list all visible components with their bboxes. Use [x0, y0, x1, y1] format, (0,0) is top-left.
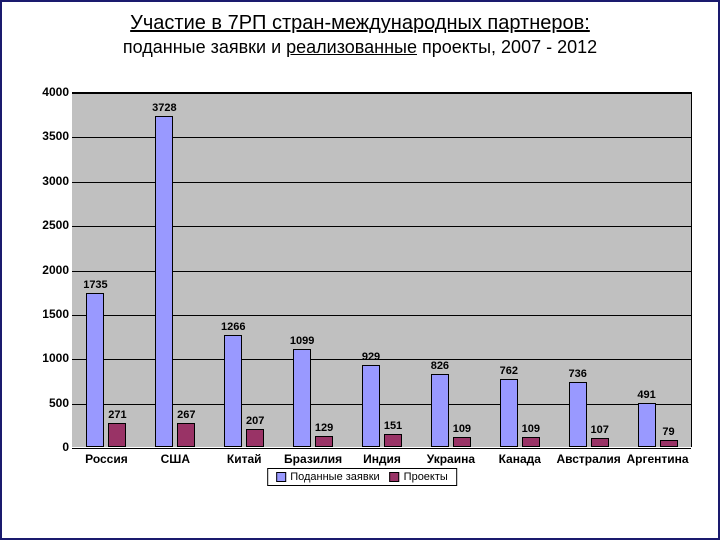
bar-projects: [660, 440, 678, 447]
swatch-icon: [276, 472, 286, 482]
x-category-label: Канада: [499, 452, 541, 466]
chart: 05001000150020002500300035004000 1735271…: [27, 92, 697, 492]
bar-applications: [155, 116, 173, 447]
bar-value-label: 1099: [290, 335, 314, 347]
y-tick-label: 0: [29, 440, 69, 454]
bar-projects: [591, 438, 609, 447]
bar-applications: [362, 365, 380, 447]
slide-frame: Участие в 7РП стран-международных партне…: [0, 0, 720, 540]
x-category-label: Китай: [227, 452, 262, 466]
x-category-label: США: [161, 452, 190, 466]
y-tick-label: 1500: [29, 307, 69, 321]
bar-value-label: 129: [315, 422, 333, 434]
legend-item-applications: Поданные заявки: [276, 471, 379, 483]
bar-value-label: 107: [590, 424, 608, 436]
y-tick-label: 2500: [29, 218, 69, 232]
bar-value-label: 207: [246, 415, 264, 427]
y-tick-label: 1000: [29, 351, 69, 365]
bar-projects: [453, 437, 471, 447]
bars-layer: 1735 271 3728 267 1266 207 1099 129 929 151 826 109…: [72, 92, 692, 447]
bar-projects: [384, 434, 402, 447]
legend: Поданные заявки Проекты: [267, 468, 457, 486]
bar-projects: [315, 436, 333, 447]
title-sub: поданные заявки и реализованные проекты,…: [22, 37, 698, 58]
bar-value-label: 267: [177, 409, 195, 421]
bar-value-label: 1735: [83, 279, 107, 291]
bar-value-label: 736: [568, 368, 586, 380]
bar-value-label: 3728: [152, 102, 176, 114]
x-category-label: Бразилия: [284, 452, 342, 466]
bar-value-label: 109: [522, 423, 540, 435]
title-sub-underlined: реализованные: [286, 37, 417, 57]
bar-applications: [500, 379, 518, 447]
bar-projects: [246, 429, 264, 447]
bar-projects: [177, 423, 195, 447]
title-sub-prefix: поданные заявки и: [123, 37, 286, 57]
y-tick-label: 2000: [29, 263, 69, 277]
bar-value-label: 491: [637, 389, 655, 401]
x-category-label: Украина: [427, 452, 475, 466]
bar-applications: [293, 349, 311, 447]
bar-value-label: 271: [108, 409, 126, 421]
bar-value-label: 109: [453, 423, 471, 435]
x-category-label: Австралия: [557, 452, 621, 466]
bar-value-label: 929: [362, 351, 380, 363]
y-tick-label: 500: [29, 396, 69, 410]
swatch-icon: [390, 472, 400, 482]
bar-projects: [522, 437, 540, 447]
bar-projects: [108, 423, 126, 447]
title-block: Участие в 7РП стран-международных партне…: [2, 2, 718, 62]
y-tick-label: 3500: [29, 129, 69, 143]
gridline: [72, 448, 691, 449]
bar-value-label: 1266: [221, 321, 245, 333]
legend-label: Проекты: [404, 471, 448, 483]
legend-item-projects: Проекты: [390, 471, 448, 483]
x-category-label: Россия: [85, 452, 128, 466]
bar-value-label: 79: [662, 426, 674, 438]
x-category-label: Индия: [363, 452, 401, 466]
legend-label: Поданные заявки: [290, 471, 379, 483]
title-sub-suffix: проекты, 2007 - 2012: [417, 37, 597, 57]
bar-value-label: 826: [431, 360, 449, 372]
bar-applications: [224, 335, 242, 447]
title-main: Участие в 7РП стран-международных партне…: [22, 12, 698, 35]
bar-applications: [431, 374, 449, 447]
bar-value-label: 151: [384, 420, 402, 432]
y-tick-label: 3000: [29, 174, 69, 188]
y-tick-label: 4000: [29, 85, 69, 99]
bar-value-label: 762: [500, 365, 518, 377]
bar-applications: [638, 403, 656, 447]
bar-applications: [569, 382, 587, 447]
bar-applications: [86, 293, 104, 447]
x-category-label: Аргентина: [627, 452, 689, 466]
